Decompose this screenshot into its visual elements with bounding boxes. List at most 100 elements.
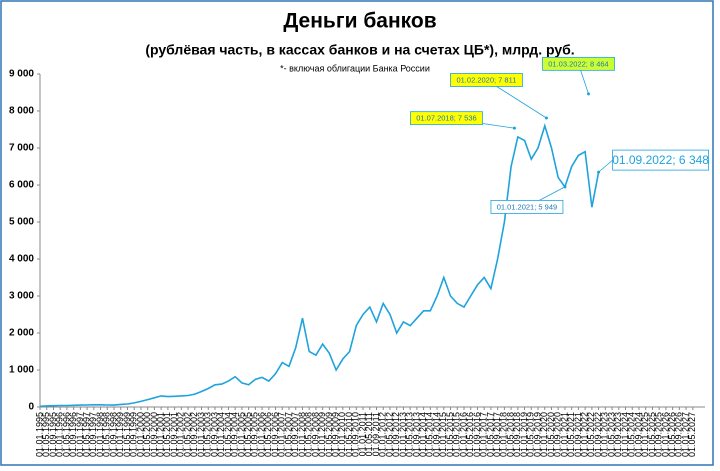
x-tick-label: 01.01.2000 (135, 412, 145, 457)
x-tick-label: 01.09.2011 (371, 412, 381, 456)
x-tick-label: 01.01.2002 (176, 412, 186, 457)
y-tick-label: 2 000 (9, 328, 34, 339)
x-tick-label: 01.05.2027 (687, 412, 697, 457)
x-tick-label: 01.01.2017 (479, 412, 489, 457)
annotation-point (544, 116, 548, 120)
x-tick-label: 01.05.2020 (546, 412, 556, 457)
y-tick-label: 5 000 (9, 217, 34, 228)
x-tick-label: 01.01.1999 (115, 412, 125, 457)
x-tick-label: 01.01.2003 (196, 412, 206, 457)
x-tick-label: 01.09.2012 (391, 412, 401, 457)
x-tick-label: 01.05.2004 (223, 412, 233, 457)
x-tick-label: 01.09.2002 (189, 412, 199, 457)
x-tick-label: 01.09.2009 (330, 412, 340, 457)
annotation-point (512, 126, 516, 130)
annotation-box (612, 149, 709, 171)
annotation-label: 01.07.2018; 7 536 (416, 114, 476, 123)
x-tick-label: 01.01.1996 (55, 412, 65, 457)
x-tick-label: 01.05.2009 (324, 412, 334, 457)
x-tick-label: 01.01.2012 (378, 412, 388, 457)
x-tick-label: 01.05.1997 (81, 412, 91, 457)
x-tick-label: 01.05.1995 (41, 412, 51, 457)
x-tick-label: 01.05.2014 (425, 412, 435, 457)
x-tick-label: 01.01.2015 (438, 412, 448, 457)
x-tick-label: 01.09.2013 (411, 412, 421, 457)
x-tick-label: 01.09.2016 (472, 412, 482, 457)
x-tick-label: 01.05.2010 (344, 412, 354, 457)
annotation-box (542, 56, 615, 71)
x-tick-label: 01.01.2018 (499, 412, 509, 457)
x-tick-label: 01.05.2007 (283, 412, 293, 457)
annotation-label: 01.01.2021; 5 949 (497, 202, 557, 211)
x-tick-label: 01.09.2025 (654, 412, 664, 457)
x-tick-label: 01.09.2018 (512, 412, 522, 457)
y-tick-label: 7 000 (9, 143, 34, 154)
x-tick-label: 01.01.2023 (600, 412, 610, 457)
annotation-box (490, 199, 564, 214)
x-tick-label: 01.01.2016 (458, 412, 468, 457)
x-tick-label: 01.05.2023 (606, 412, 616, 457)
annotation-point (586, 92, 590, 96)
annotation-point (597, 170, 601, 174)
annotation-label: 01.09.2022; 6 348 (612, 153, 709, 167)
y-tick-label: 4 000 (9, 254, 34, 265)
x-tick-label: 01.09.2005 (250, 412, 260, 457)
x-tick-label: 01.05.2016 (465, 412, 475, 457)
x-tick-label: 01.01.2014 (418, 412, 428, 457)
annotation-box (450, 73, 523, 87)
chart-subtitle: (рублёвая часть, в кассах банков и на сч… (145, 42, 574, 58)
x-tick-label: 01.09.2001 (169, 412, 179, 457)
x-tick-label: 01.09.1996 (68, 412, 78, 457)
x-tick-label: 01.09.1995 (48, 412, 58, 457)
x-tick-label: 01.05.2001 (162, 412, 172, 457)
annotation-leader (598, 159, 613, 173)
x-tick-label: 01.01.2010 (337, 412, 347, 457)
x-tick-label: 01.05.1996 (61, 412, 71, 457)
x-tick-label: 01.01.2022 (580, 412, 590, 457)
x-tick-label: 01.01.2026 (660, 412, 670, 457)
x-tick-label: 01.05.2024 (627, 412, 637, 457)
y-tick-label: 3 000 (9, 291, 34, 302)
x-tick-label: 01.05.2008 (304, 412, 314, 457)
x-tick-label: 01.05.2025 (647, 412, 657, 457)
x-tick-label: 01.09.2014 (431, 412, 441, 457)
x-tick-label: 01.01.2027 (680, 412, 690, 457)
x-tick-label: 01.09.2026 (674, 412, 684, 457)
x-tick-label: 01.05.2013 (405, 412, 415, 457)
x-tick-label: 01.05.2012 (384, 412, 394, 457)
x-tick-label: 01.09.2022 (593, 412, 603, 457)
annotation-label: 01.02.2020; 7 811 (456, 75, 516, 84)
x-tick-label: 01.01.1998 (95, 412, 105, 457)
x-tick-label: 01.09.2017 (492, 412, 502, 457)
x-tick-label: 01.09.2006 (270, 412, 280, 457)
x-tick-label: 01.01.1997 (75, 412, 85, 457)
x-tick-label: 01.01.2008 (297, 412, 307, 457)
x-tick-label: 01.09.2020 (553, 412, 563, 457)
x-tick-label: 01.05.2019 (526, 412, 536, 457)
x-tick-label: 01.01.2021 (559, 412, 569, 457)
x-tick-label: 01.01.2013 (398, 412, 408, 457)
x-tick-label: 01.09.2000 (149, 412, 159, 457)
x-tick-label: 01.01.2004 (216, 412, 226, 457)
annotation-label: 01.03.2022; 8 464 (548, 59, 608, 68)
x-tick-label: 01.09.2015 (452, 412, 462, 457)
x-tick-label: 01.05.1999 (122, 412, 132, 457)
x-tick-label: 01.05.2015 (445, 412, 455, 457)
x-tick-label: 01.09.2007 (290, 412, 300, 457)
x-tick-label: 01.09.2003 (209, 412, 219, 457)
y-tick-label: 1 000 (9, 365, 34, 376)
x-tick-label: 01.09.2004 (230, 412, 240, 457)
x-tick-label: 01.09.2008 (310, 412, 320, 457)
annotation-point (563, 185, 567, 189)
x-tick-label: 01.05.2006 (263, 412, 273, 457)
chart-note: *- включая облигации Банка России (280, 63, 430, 73)
x-tick-label: 01.05.2003 (203, 412, 213, 457)
x-tick-label: 01.05.2026 (667, 412, 677, 457)
x-tick-label: 01.01.2020 (539, 412, 549, 457)
x-tick-label: 01.09.2010 (351, 412, 361, 457)
x-tick-label: 01.01.2011 (357, 412, 367, 456)
chart-title: Деньги банков (283, 10, 436, 33)
x-tick-label: 01.05.2002 (182, 412, 192, 457)
x-tick-label: 01.09.1998 (108, 412, 118, 457)
